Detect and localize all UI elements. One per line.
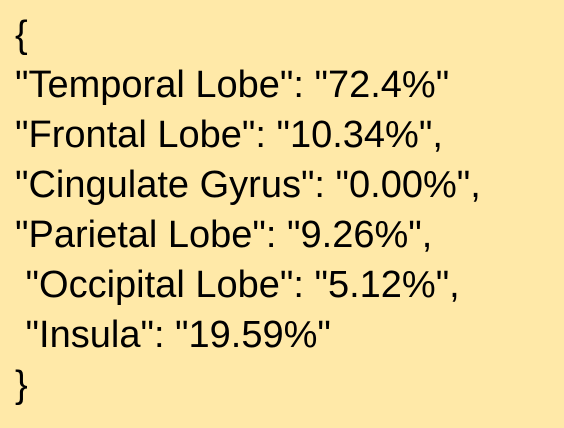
text-line: "Parietal Lobe": "9.26%", [15,214,433,256]
text-line: "Occipital Lobe": "5.12%", [15,264,460,306]
text-line: { [15,14,28,56]
text-line: "Temporal Lobe": "72.4%" [15,64,450,106]
text-block: { "Temporal Lobe": "72.4%" "Frontal Lobe":… [15,14,481,406]
text-line: } [15,364,28,406]
text-line: "Cingulate Gyrus": "0.00%", [15,164,481,206]
text-line: "Frontal Lobe": "10.34%", [15,114,443,156]
text-line: "Insula": "19.59%" [15,314,331,356]
